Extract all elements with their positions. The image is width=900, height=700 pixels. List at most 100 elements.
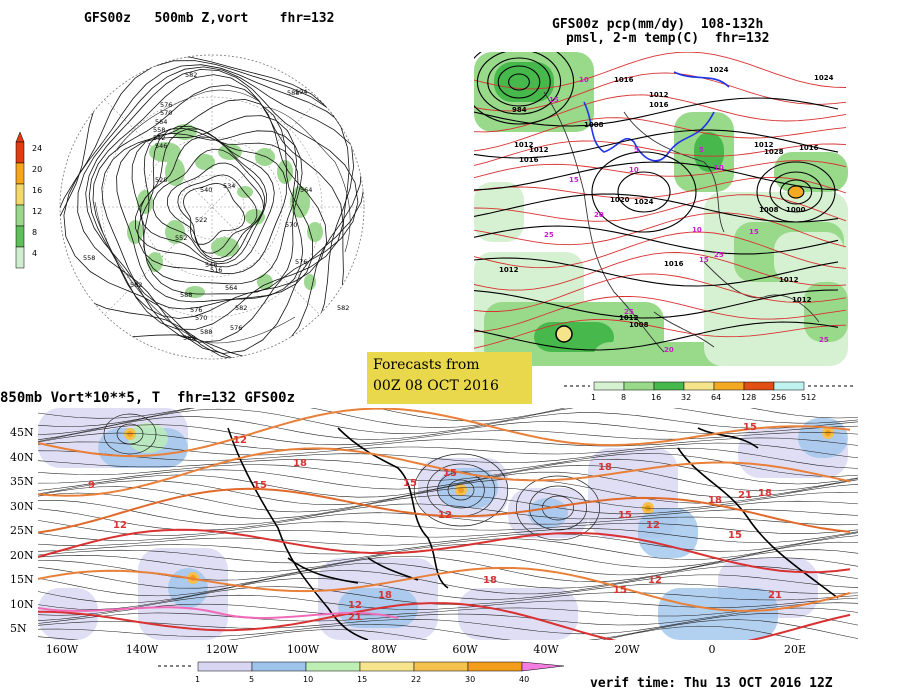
- temp-label: 15: [549, 96, 559, 104]
- lon-label: 80W: [371, 643, 397, 656]
- contour-label: 582: [183, 334, 195, 342]
- contour-label: 582: [337, 304, 349, 312]
- circulation: [413, 453, 509, 527]
- vorticity-blob: [245, 209, 265, 225]
- colorbar1-tick: 24: [32, 144, 43, 153]
- colorbar2-swatch: [623, 381, 655, 391]
- temp-label: 18: [483, 575, 497, 586]
- colorbar1-tick: 4: [32, 249, 38, 258]
- colorbar1-tick: 20: [32, 165, 43, 174]
- vorticity-area: [528, 498, 568, 528]
- temp-contour: [38, 447, 851, 497]
- contour-label: 582: [235, 304, 247, 312]
- pressure-label: 1028: [764, 148, 784, 156]
- vorticity-blob: [237, 186, 253, 198]
- streamline: [38, 408, 858, 422]
- temp-contour: [38, 487, 851, 534]
- temp-contour: [474, 231, 847, 269]
- pressure-contour: [769, 171, 823, 213]
- pressure-label: 1008: [629, 321, 649, 329]
- streamline: [38, 465, 858, 492]
- colorbar1-tick: 8: [32, 228, 38, 237]
- streamline: [38, 408, 858, 435]
- temp-label: 15: [443, 468, 457, 479]
- streamline: [38, 602, 858, 621]
- temp-label: 20: [664, 346, 674, 354]
- streamline: [38, 447, 858, 469]
- lat-label: 10N: [10, 597, 34, 611]
- temp-label: 25: [714, 251, 724, 259]
- temp-label: 15: [253, 480, 267, 491]
- colorbar3-swatch: [413, 661, 469, 672]
- panel2-title-line2: pmsl, 2-m temp(C) fhr=132: [566, 31, 770, 46]
- streamline: [38, 570, 858, 597]
- streamline: [38, 458, 858, 485]
- contour-label: 588: [287, 89, 299, 97]
- colorbar1-arrow: [15, 131, 25, 143]
- colorbar2-tick: 256: [771, 393, 787, 402]
- height-contour: [166, 162, 264, 260]
- precip-area: [534, 322, 614, 352]
- temp-label: 21: [738, 490, 752, 501]
- lon-label: 40W: [533, 643, 559, 656]
- isobar: [474, 289, 839, 319]
- contour-label: 564: [300, 186, 312, 194]
- contour-label: 570: [195, 314, 207, 322]
- colorbar1-swatch: [15, 246, 25, 269]
- pressure-label: 1008: [759, 206, 779, 214]
- contour-label: 528: [155, 176, 167, 184]
- temp-label: 18: [708, 495, 722, 506]
- lon-label: 120W: [205, 643, 239, 656]
- lat-label: 25N: [10, 524, 34, 537]
- contour-label: 540: [200, 186, 212, 194]
- vorticity-blob: [304, 274, 316, 290]
- vorticity-area: [798, 418, 848, 458]
- height-contour: [101, 98, 314, 310]
- contour-label: 576: [295, 258, 307, 266]
- pressure-label: 1024: [814, 74, 834, 82]
- contour-label: 546: [205, 261, 217, 269]
- temp-label: 12: [113, 520, 127, 531]
- temp-label: 12: [348, 600, 362, 611]
- temp-contour: [474, 295, 847, 333]
- temp-contour: [474, 212, 847, 248]
- pressure-contour: [476, 52, 562, 115]
- temp-label: 18: [378, 590, 392, 601]
- height-contour: [88, 74, 344, 330]
- lat-label: 5N: [10, 622, 27, 635]
- isobar: [474, 161, 839, 191]
- temp-label: 25: [819, 336, 829, 344]
- colorbar3-swatch: [305, 661, 361, 672]
- pressure-label: 1000: [786, 206, 806, 214]
- colorbar2-swatch: [683, 381, 715, 391]
- streamline: [38, 453, 858, 477]
- precip-max: [789, 185, 803, 199]
- temp-contour: [474, 319, 847, 349]
- temp-label: 21: [348, 612, 362, 623]
- colorbar3-tick: 15: [357, 675, 368, 684]
- colorbar-panel1: [15, 131, 25, 269]
- pressure-label: 1012: [754, 141, 774, 149]
- forecast-line1: Forecasts from: [373, 357, 480, 373]
- colorbar3-tick: 5: [249, 675, 255, 684]
- contour-label: 576: [160, 101, 172, 109]
- lon-label: 100W: [286, 643, 320, 656]
- streamline: [38, 432, 858, 451]
- isobar: [474, 321, 839, 351]
- streamline: [38, 586, 858, 610]
- colorbar2-tick: 32: [681, 393, 692, 402]
- temp-label: 15: [728, 530, 742, 541]
- vorticity-blob: [185, 286, 205, 298]
- pressure-label: 1016: [649, 101, 669, 109]
- colorbar3-swatch: [197, 661, 253, 672]
- pressure-label: 1016: [664, 260, 684, 268]
- streamline: [38, 613, 858, 635]
- contour-label: 552: [175, 234, 187, 242]
- pressure-label: 1012: [499, 266, 519, 274]
- isobar: [474, 129, 839, 159]
- temp-contour: [38, 602, 851, 640]
- colorbar1-swatch: [15, 162, 25, 185]
- streamline: [38, 578, 858, 604]
